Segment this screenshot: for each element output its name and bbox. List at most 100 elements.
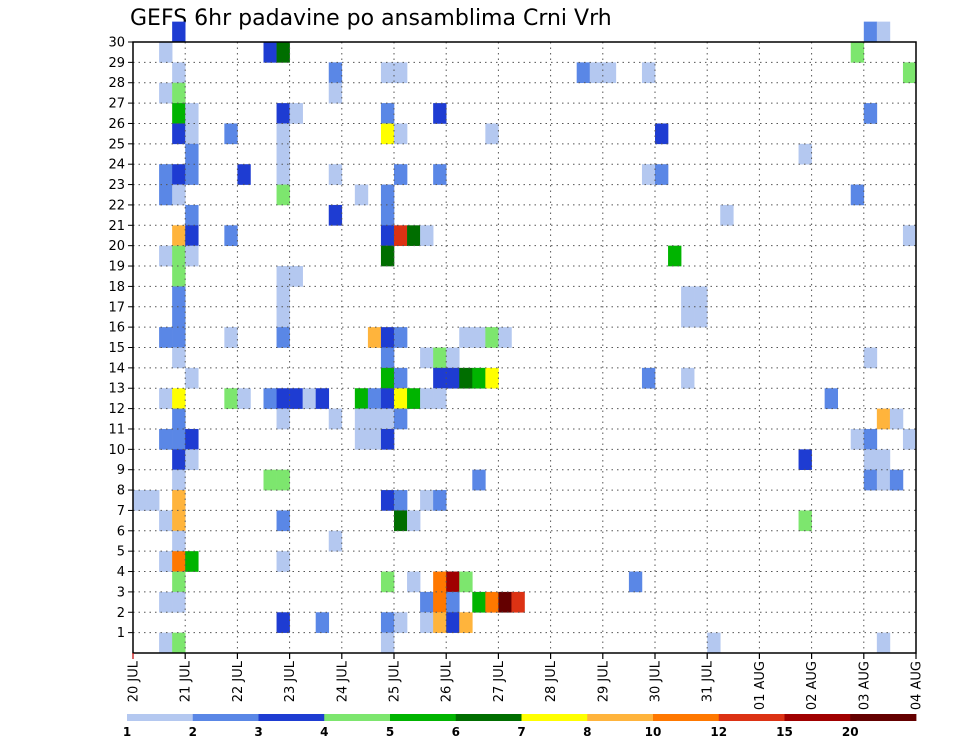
heatmap-cell [433, 490, 447, 511]
heatmap-cell [681, 367, 695, 389]
heatmap-cell [694, 286, 708, 308]
y-tick-label: 30 [108, 36, 125, 51]
heatmap-cell [668, 245, 682, 267]
heatmap-cell [876, 449, 891, 470]
heatmap-cell [276, 612, 290, 633]
heatmap-cell [172, 225, 186, 246]
y-tick-label: 21 [108, 219, 125, 234]
x-tick-label: 20 JUL [127, 660, 142, 702]
heatmap-cell [172, 286, 186, 308]
heatmap-cell [407, 571, 421, 593]
heatmap-cell [433, 103, 447, 124]
y-tick-label: 7 [117, 504, 125, 519]
y-tick-label: 18 [108, 280, 125, 295]
heatmap-cell [394, 327, 408, 348]
heatmap-cell [159, 42, 173, 63]
heatmap-cell [367, 327, 382, 348]
heatmap-cell [380, 388, 395, 409]
y-tick-label: 11 [108, 422, 125, 437]
heatmap-cell [328, 62, 343, 84]
heatmap-cell [185, 204, 199, 226]
heatmap-cell [185, 225, 199, 246]
x-axis: 20 JUL 21 JUL 22 JUL 23 JUL 24 JUL 25 JUL 26 J… [127, 653, 925, 710]
heatmap-cell [394, 612, 408, 633]
colorbar-label: 8 [583, 725, 591, 739]
heatmap-cell [276, 286, 290, 308]
y-tick-label: 22 [108, 198, 125, 213]
heatmap-cell [159, 184, 173, 206]
y-tick-label: 24 [108, 158, 125, 173]
heatmap-cell [863, 469, 878, 491]
heatmap-cell [276, 42, 290, 63]
heatmap-cell [380, 62, 395, 84]
heatmap-cell [394, 367, 408, 389]
heatmap-cell [367, 388, 382, 409]
heatmap-cell [720, 204, 734, 226]
heatmap-cell [380, 123, 395, 145]
heatmap-cell [394, 123, 408, 145]
heatmap-cell [172, 164, 186, 185]
heatmap-cell [407, 388, 421, 409]
y-tick-label: 14 [108, 361, 125, 376]
y-tick-label: 23 [108, 178, 125, 193]
heatmap-cell [433, 591, 447, 613]
heatmap-cell [433, 164, 447, 185]
y-tick-label: 19 [108, 260, 125, 275]
heatmap-cell [694, 306, 708, 328]
heatmap-cell [289, 388, 303, 409]
colorbar-swatch [850, 714, 917, 721]
colorbar-swatch [587, 714, 654, 721]
colorbar-swatch [192, 714, 259, 721]
heatmap-cell [328, 82, 343, 104]
heatmap-cell [602, 62, 617, 84]
y-tick-label: 20 [108, 239, 125, 254]
heatmap-cell [172, 245, 186, 267]
heatmap-cell [224, 327, 238, 348]
heatmap-cell [159, 428, 173, 450]
y-tick-label: 9 [117, 463, 125, 478]
x-tick-label: 01 AUG [753, 661, 768, 710]
heatmap-cell [459, 612, 473, 633]
heatmap-cell [185, 103, 199, 124]
heatmap-cell [380, 632, 395, 654]
heatmap-cell [172, 591, 186, 613]
heatmap-cell [185, 449, 199, 470]
heatmap-cell [172, 469, 186, 491]
colorbar-label: 4 [320, 725, 328, 739]
y-tick-label: 5 [117, 545, 125, 560]
heatmap-cell [863, 428, 878, 450]
heatmap-cell [876, 21, 891, 43]
heatmap-cell [459, 327, 473, 348]
heatmap-cell [328, 530, 343, 552]
y-tick-label: 4 [117, 565, 125, 580]
heatmap-cell [185, 551, 199, 572]
heatmap-cell [172, 408, 186, 430]
heatmap-cell [224, 225, 238, 246]
heatmap-cell [576, 62, 591, 84]
heatmap-cell [472, 591, 486, 613]
heatmap-cell [185, 428, 199, 450]
heatmap-cell [876, 408, 891, 430]
heatmap-cell [354, 184, 369, 206]
heatmap-cell [354, 408, 369, 430]
heatmap-cell [172, 428, 186, 450]
heatmap-cell [407, 225, 421, 246]
heatmap-cell [133, 490, 147, 511]
heatmap-cell [420, 591, 434, 613]
heatmap-cell [394, 408, 408, 430]
heatmap-cell [380, 184, 395, 206]
heatmap-cell [172, 21, 186, 43]
heatmap-cell [433, 571, 447, 593]
y-tick-label: 6 [117, 524, 125, 539]
heatmap-cell [459, 367, 473, 389]
heatmap-cell [380, 103, 395, 124]
colorbar-swatch [324, 714, 391, 721]
heatmap-cell [354, 388, 369, 409]
heatmap-cell [172, 571, 186, 593]
x-tick-label: 31 JUL [701, 660, 716, 702]
heatmap-cell [394, 164, 408, 185]
colorbar-swatch [258, 714, 325, 721]
heatmap-cell [380, 327, 395, 348]
y-tick-label: 29 [108, 56, 125, 71]
